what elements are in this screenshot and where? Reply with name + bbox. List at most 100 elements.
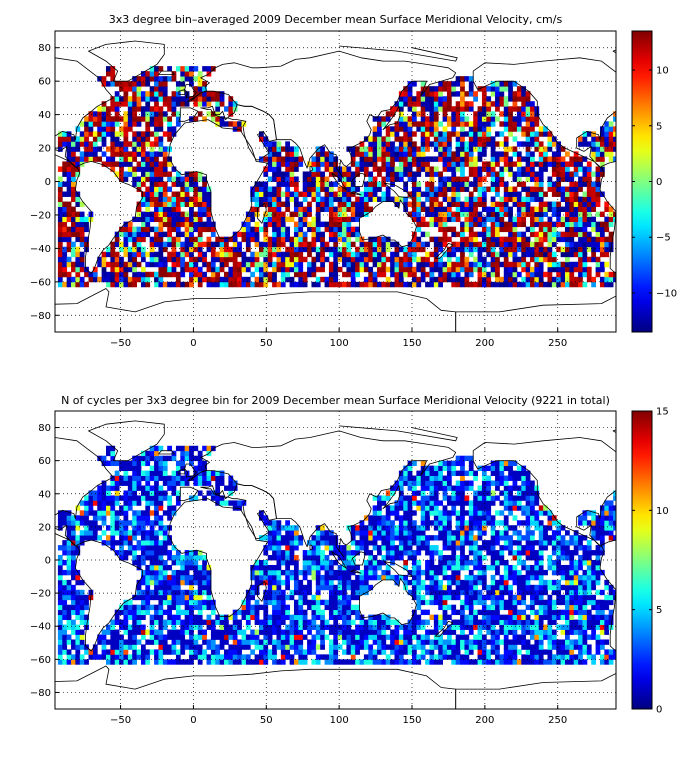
data-bin xyxy=(499,101,505,107)
data-bin xyxy=(88,535,94,541)
data-bin xyxy=(57,266,63,273)
data-bin xyxy=(363,574,369,581)
data-bin xyxy=(250,231,256,238)
data-bin xyxy=(328,201,334,207)
data-bin xyxy=(215,654,221,660)
data-bin xyxy=(259,156,264,162)
data-bin xyxy=(320,156,325,162)
data-bin xyxy=(110,151,116,157)
data-bin xyxy=(145,535,151,541)
data-bin xyxy=(499,196,505,202)
data-bin xyxy=(263,614,269,620)
data-bin xyxy=(407,241,413,248)
data-bin xyxy=(136,614,142,620)
data-bin xyxy=(530,131,535,137)
data-bin xyxy=(162,609,168,616)
data-bin xyxy=(189,226,194,233)
data-bin xyxy=(132,96,137,102)
data-bin xyxy=(372,520,378,526)
data-bin xyxy=(377,141,382,147)
data-bin xyxy=(92,495,98,501)
data-bin xyxy=(328,206,334,212)
data-bin xyxy=(171,76,177,82)
data-bin xyxy=(259,629,264,635)
data-bin xyxy=(298,206,304,212)
data-bin xyxy=(438,151,443,157)
data-bin xyxy=(175,81,181,87)
data-bin xyxy=(350,619,356,625)
data-bin xyxy=(145,141,151,147)
data-bin xyxy=(62,584,68,591)
data-bin xyxy=(599,211,605,218)
data-bin xyxy=(433,126,439,132)
data-bin xyxy=(490,211,496,218)
data-bin xyxy=(263,251,269,258)
data-bin xyxy=(363,246,369,253)
data-bin xyxy=(398,151,404,157)
data-bin xyxy=(193,171,199,177)
data-bin xyxy=(162,281,168,288)
data-bin xyxy=(521,206,527,212)
data-bin xyxy=(337,196,343,202)
data-bin xyxy=(254,211,260,218)
data-bin xyxy=(259,276,264,283)
data-bin xyxy=(302,550,308,556)
data-bin xyxy=(267,151,273,157)
data-bin xyxy=(272,211,277,218)
data-bin xyxy=(263,186,269,192)
data-bin xyxy=(368,196,374,202)
data-bin xyxy=(101,76,107,82)
data-bin xyxy=(381,649,387,655)
data-bin xyxy=(145,480,151,486)
data-bin xyxy=(206,604,212,611)
data-bin xyxy=(79,251,85,258)
data-bin xyxy=(114,639,120,645)
data-bin xyxy=(486,216,492,223)
data-bin xyxy=(573,281,579,288)
data-bin xyxy=(377,156,382,162)
data-bin xyxy=(259,251,264,258)
data-bin xyxy=(193,560,199,566)
data-bin xyxy=(280,560,286,566)
data-bin xyxy=(591,141,596,147)
data-bin xyxy=(250,206,256,212)
data-bin xyxy=(167,156,172,162)
data-bin xyxy=(110,540,116,546)
data-bin xyxy=(556,151,562,157)
data-bin xyxy=(136,216,142,223)
data-bin xyxy=(127,221,133,228)
data-bin xyxy=(578,251,583,258)
y-tick-label: −60 xyxy=(30,277,51,288)
data-bin xyxy=(477,116,483,122)
data-bin xyxy=(158,266,164,273)
data-bin xyxy=(272,146,277,152)
data-bin xyxy=(57,515,63,521)
data-bin xyxy=(429,236,435,243)
data-bin xyxy=(302,555,308,561)
data-bin xyxy=(429,111,435,117)
data-bin xyxy=(420,201,426,207)
data-bin xyxy=(140,91,146,97)
data-bin xyxy=(442,236,448,243)
data-bin xyxy=(315,156,321,162)
data-bin xyxy=(569,251,575,258)
data-bin xyxy=(101,106,107,112)
data-bin xyxy=(219,495,225,501)
data-bin xyxy=(127,639,133,645)
data-bin xyxy=(140,226,146,233)
data-bin xyxy=(390,266,395,273)
data-bin xyxy=(189,609,194,616)
data-bin xyxy=(565,161,570,167)
data-bin xyxy=(154,579,159,586)
data-bin xyxy=(145,574,151,581)
data-bin xyxy=(145,71,151,77)
data-bin xyxy=(57,261,63,268)
data-bin xyxy=(311,266,317,273)
data-bin xyxy=(315,594,321,601)
data-bin xyxy=(455,101,461,107)
data-bin xyxy=(119,480,124,486)
data-bin xyxy=(556,246,562,253)
data-bin xyxy=(254,564,260,571)
data-bin xyxy=(158,560,164,566)
